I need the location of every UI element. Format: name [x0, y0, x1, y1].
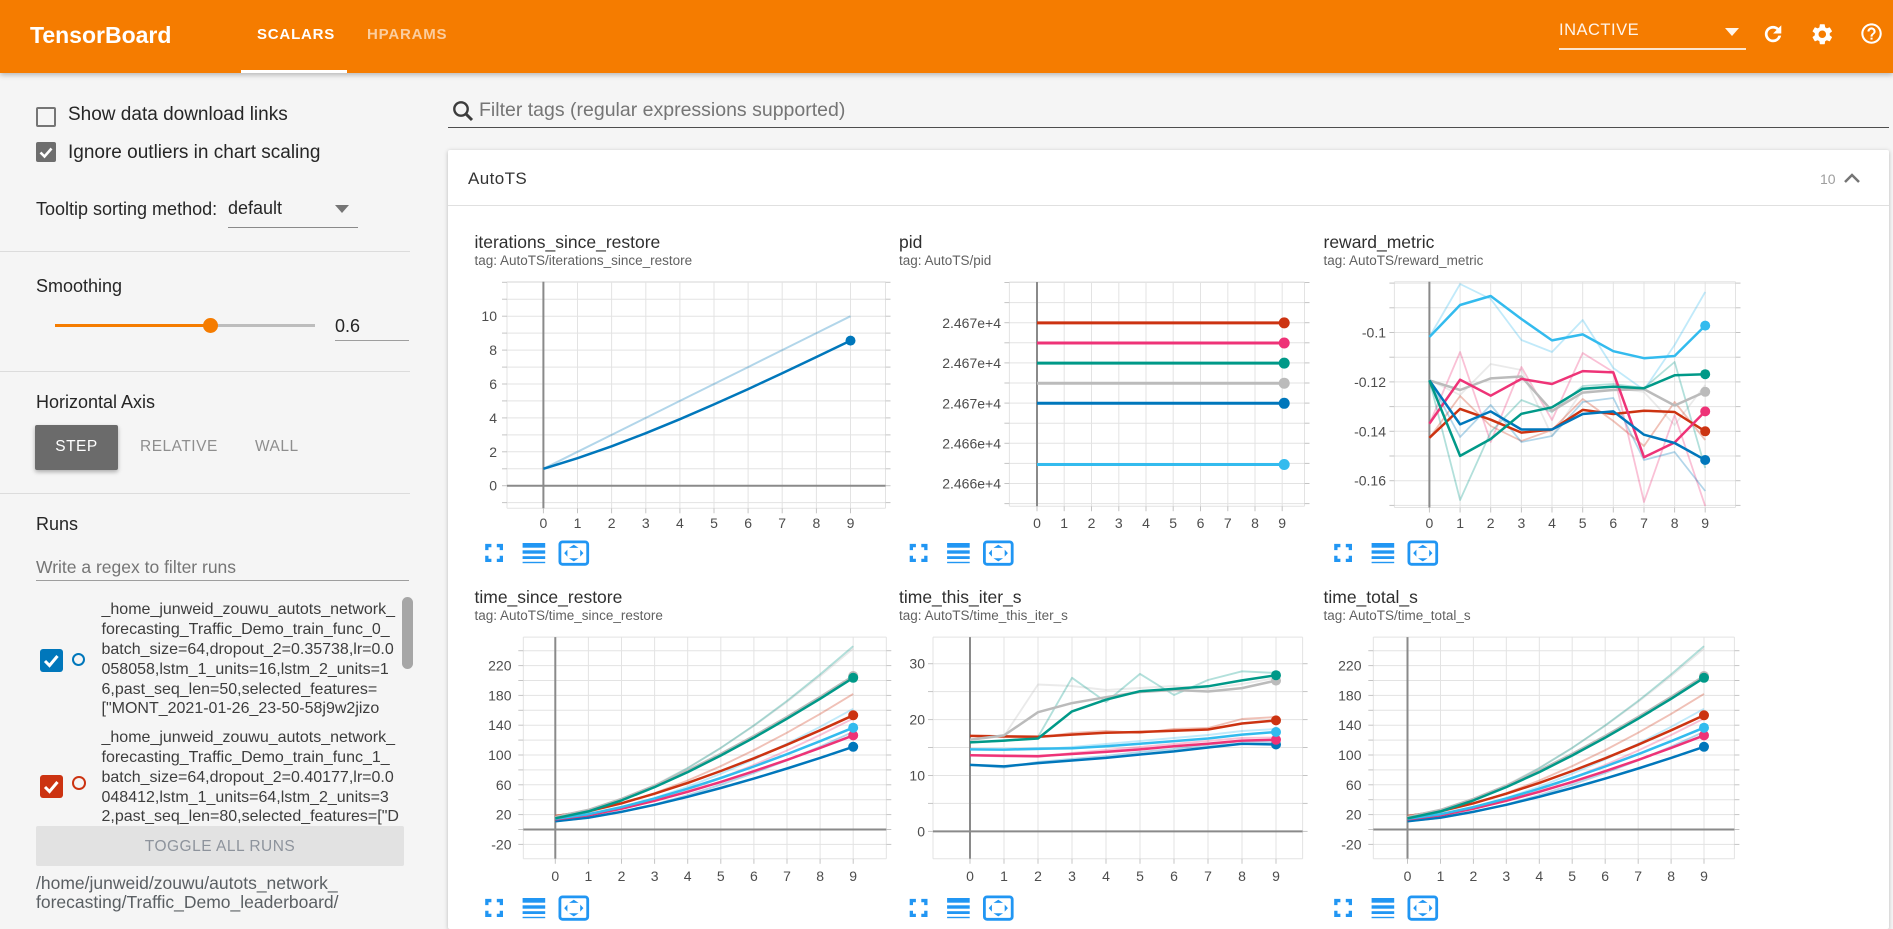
svg-text:60: 60	[496, 777, 512, 793]
svg-text:-20: -20	[491, 836, 511, 852]
svg-text:9: 9	[847, 515, 855, 531]
svg-text:-0.1: -0.1	[1362, 325, 1386, 341]
svg-text:2.467e+4: 2.467e+4	[942, 395, 1001, 411]
svg-text:4: 4	[1142, 515, 1150, 531]
svg-text:5: 5	[717, 868, 725, 884]
svg-text:0: 0	[917, 823, 925, 839]
svg-text:6: 6	[1197, 515, 1205, 531]
svg-text:20: 20	[1346, 807, 1362, 823]
svg-text:10: 10	[481, 308, 497, 324]
svg-text:3: 3	[1518, 515, 1526, 531]
svg-text:1: 1	[1437, 868, 1445, 884]
svg-text:7: 7	[1224, 515, 1232, 531]
svg-text:2: 2	[618, 868, 626, 884]
svg-text:5: 5	[1169, 515, 1177, 531]
svg-text:9: 9	[1700, 868, 1708, 884]
svg-text:2: 2	[1487, 515, 1495, 531]
svg-text:140: 140	[488, 717, 512, 733]
svg-text:6: 6	[489, 376, 497, 392]
svg-text:6: 6	[1601, 868, 1609, 884]
svg-text:8: 8	[1238, 868, 1246, 884]
svg-text:3: 3	[1115, 515, 1123, 531]
svg-text:2: 2	[1034, 868, 1042, 884]
svg-text:2.467e+4: 2.467e+4	[942, 355, 1001, 371]
svg-text:20: 20	[496, 807, 512, 823]
svg-text:2.466e+4: 2.466e+4	[942, 476, 1001, 492]
svg-text:9: 9	[849, 868, 857, 884]
svg-text:1: 1	[574, 515, 582, 531]
svg-text:-0.12: -0.12	[1354, 374, 1386, 390]
svg-text:2.466e+4: 2.466e+4	[942, 436, 1001, 452]
svg-text:0: 0	[1404, 868, 1412, 884]
svg-text:100: 100	[488, 747, 512, 763]
svg-text:5: 5	[710, 515, 718, 531]
svg-text:6: 6	[750, 868, 758, 884]
svg-text:6: 6	[744, 515, 752, 531]
svg-text:-20: -20	[1341, 836, 1361, 852]
svg-text:5: 5	[1136, 868, 1144, 884]
svg-text:3: 3	[1502, 868, 1510, 884]
svg-text:0: 0	[489, 478, 497, 494]
svg-text:1: 1	[1060, 515, 1068, 531]
svg-text:4: 4	[489, 410, 497, 426]
svg-text:9: 9	[1701, 515, 1709, 531]
svg-text:9: 9	[1278, 515, 1286, 531]
svg-text:1: 1	[1000, 868, 1008, 884]
svg-text:3: 3	[1068, 868, 1076, 884]
svg-text:2: 2	[608, 515, 616, 531]
svg-text:7: 7	[778, 515, 786, 531]
svg-text:4: 4	[684, 868, 692, 884]
svg-text:10: 10	[909, 768, 925, 784]
svg-text:2: 2	[1088, 515, 1096, 531]
svg-text:0: 0	[966, 868, 974, 884]
svg-text:9: 9	[1272, 868, 1280, 884]
svg-text:4: 4	[1535, 868, 1543, 884]
svg-text:100: 100	[1338, 747, 1362, 763]
svg-text:2: 2	[489, 444, 497, 460]
svg-text:3: 3	[651, 868, 659, 884]
svg-text:-0.14: -0.14	[1354, 423, 1386, 439]
svg-text:0: 0	[551, 868, 559, 884]
svg-text:8: 8	[816, 868, 824, 884]
svg-text:180: 180	[488, 687, 512, 703]
svg-text:4: 4	[1548, 515, 1556, 531]
svg-text:2.467e+4: 2.467e+4	[942, 315, 1001, 331]
svg-text:20: 20	[909, 712, 925, 728]
svg-text:7: 7	[1640, 515, 1648, 531]
svg-text:0: 0	[1033, 515, 1041, 531]
svg-text:220: 220	[1338, 658, 1362, 674]
svg-text:8: 8	[489, 342, 497, 358]
svg-text:5: 5	[1568, 868, 1576, 884]
svg-text:7: 7	[783, 868, 791, 884]
svg-text:220: 220	[488, 658, 512, 674]
svg-text:4: 4	[676, 515, 684, 531]
svg-text:1: 1	[585, 868, 593, 884]
svg-text:8: 8	[813, 515, 821, 531]
svg-text:0: 0	[540, 515, 548, 531]
svg-text:1: 1	[1456, 515, 1464, 531]
svg-text:8: 8	[1251, 515, 1259, 531]
svg-text:7: 7	[1204, 868, 1212, 884]
svg-text:30: 30	[909, 656, 925, 672]
svg-text:140: 140	[1338, 717, 1362, 733]
svg-text:60: 60	[1346, 777, 1362, 793]
svg-text:6: 6	[1170, 868, 1178, 884]
svg-text:6: 6	[1609, 515, 1617, 531]
svg-text:8: 8	[1667, 868, 1675, 884]
svg-text:4: 4	[1102, 868, 1110, 884]
svg-text:5: 5	[1579, 515, 1587, 531]
svg-text:0: 0	[1426, 515, 1434, 531]
svg-text:7: 7	[1634, 868, 1642, 884]
svg-text:2: 2	[1470, 868, 1478, 884]
svg-text:8: 8	[1671, 515, 1679, 531]
svg-text:-0.16: -0.16	[1354, 473, 1386, 489]
svg-text:180: 180	[1338, 687, 1362, 703]
svg-text:3: 3	[642, 515, 650, 531]
